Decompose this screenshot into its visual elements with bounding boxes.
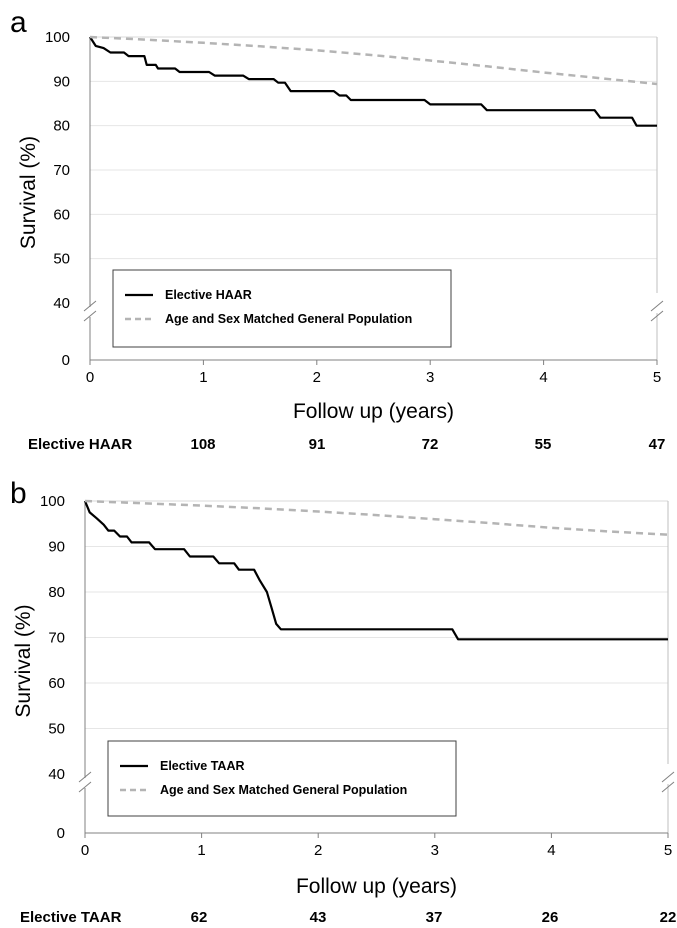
axis-break-mark [661,771,675,783]
risk-table-label: Elective TAAR [20,909,122,926]
x-tick-label: 0 [86,369,94,386]
legend: Elective TAAR Age and Sex Matched General… [107,740,457,817]
x-axis-title: Follow up (years) [293,400,454,423]
y-tick-label: 100 [45,29,70,46]
risk-table-value: 72 [422,436,439,453]
y-axis-title: Survival (%) [12,604,35,717]
axis-break-mark [650,310,664,322]
legend-entry: Age and Sex Matched General Population [160,783,407,797]
y-tick-label: 70 [48,630,65,647]
axis-break-mark [78,781,92,793]
x-tick-label: 5 [664,842,672,859]
x-tick-label: 3 [426,369,434,386]
y-tick-label: 80 [48,584,65,601]
x-tick-label: 0 [81,842,89,859]
survival-curve [83,500,668,641]
y-tick-label: 60 [53,206,70,223]
panel-label: a [10,6,27,39]
y-tick-label: 70 [53,162,70,179]
legend: Elective HAAR Age and Sex Matched General… [112,269,452,348]
risk-table-value: 47 [649,436,666,453]
x-tick-label: 5 [653,369,661,386]
chart-panel-b: b 0 40 50 60 70 80 90 100 0 1 2 3 4 5 Survival (%) Follo… [10,477,676,926]
y-tick-label: 0 [62,352,70,369]
survival-curve [89,36,657,127]
axis-break-mark [83,300,97,312]
axis-break-mark [83,310,97,322]
risk-table-label: Elective HAAR [28,436,132,453]
x-tick-label: 2 [313,369,321,386]
panel-label: b [10,477,27,510]
risk-table-value: 26 [542,909,559,926]
y-tick-label: 90 [48,539,65,556]
risk-table-value: 43 [310,909,327,926]
x-tick-label: 4 [547,842,555,859]
x-tick-label: 1 [199,369,207,386]
x-axis-title: Follow up (years) [296,875,457,898]
legend-box [112,269,452,348]
y-tick-label: 90 [53,73,70,90]
risk-table-value: 62 [191,909,208,926]
legend-entry: Elective HAAR [165,288,252,302]
risk-table-value: 91 [309,436,326,453]
legend-entry: Elective TAAR [160,759,245,773]
y-tick-label: 80 [53,118,70,135]
y-tick-label: 40 [53,295,70,312]
general-population-line [84,499,669,536]
y-tick-label: 50 [53,251,70,268]
risk-table-value: 108 [190,436,215,453]
y-tick-label: 50 [48,721,65,738]
y-tick-label: 100 [40,493,65,510]
general-population-line [89,35,658,86]
axis-break-mark [650,300,664,312]
x-tick-label: 4 [539,369,547,386]
y-tick-label: 0 [57,825,65,842]
axis-break-mark [78,771,92,783]
axis-break-mark [661,781,675,793]
risk-table-value: 37 [426,909,443,926]
chart-panel-a: a 0 40 50 60 70 80 90 100 0 1 2 3 4 5 Survival (%) Follo… [10,6,665,453]
legend-entry: Age and Sex Matched General Population [165,312,412,326]
y-axis-title: Survival (%) [17,136,40,249]
risk-table-value: 55 [535,436,552,453]
y-tick-label: 60 [48,675,65,692]
x-tick-label: 1 [197,842,205,859]
x-tick-label: 3 [431,842,439,859]
risk-table-value: 22 [660,909,677,926]
legend-box [107,740,457,817]
x-tick-label: 2 [314,842,322,859]
y-tick-label: 40 [48,766,65,783]
